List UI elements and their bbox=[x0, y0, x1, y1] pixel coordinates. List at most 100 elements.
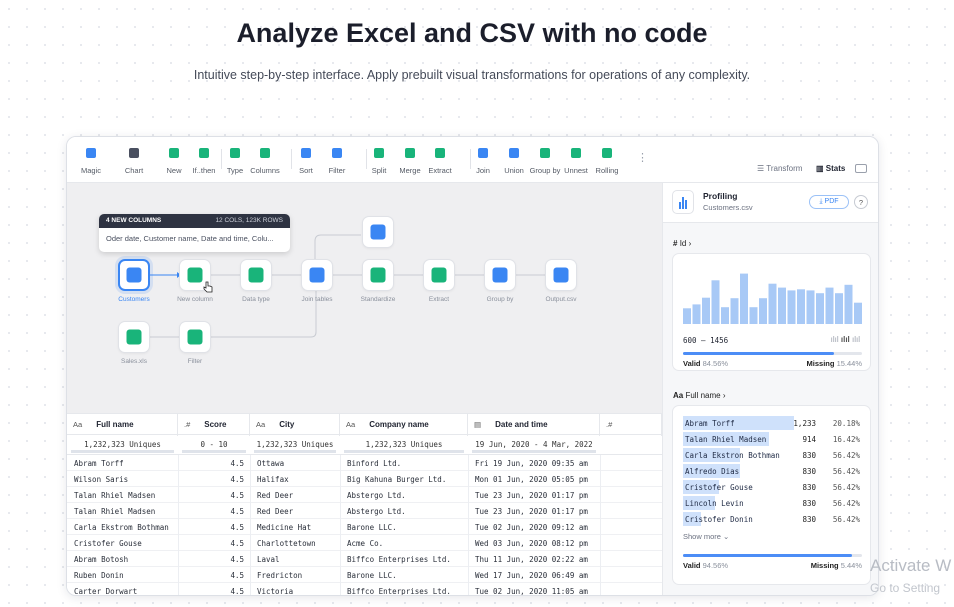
table-cell: 4.5 bbox=[230, 459, 244, 468]
tool-chart-button[interactable]: Chart bbox=[118, 146, 150, 175]
flow-node-data-type[interactable] bbox=[240, 259, 272, 291]
table-cell: Ottawa bbox=[257, 459, 285, 468]
column-header[interactable]: ▤ Date and time bbox=[468, 414, 600, 436]
tool-filter-button[interactable]: Filter bbox=[321, 146, 353, 175]
tool-join-button[interactable]: Join bbox=[467, 146, 499, 175]
value-frequency-row[interactable]: Abram Torff 1,233 20.18% bbox=[683, 416, 862, 430]
value-frequency-row[interactable]: Carla Ekstron Bothman 830 56.42% bbox=[683, 448, 862, 462]
tool-sort-button[interactable]: Sort bbox=[290, 146, 322, 175]
table-row[interactable]: Abram Torff 4.5 Ottawa Binford Ltd. Fri 19 J… bbox=[67, 455, 662, 471]
chart-type-icons[interactable]: ılıl ılıl ılıl bbox=[830, 335, 860, 344]
histogram-bar bbox=[778, 287, 786, 324]
tool-magic-button[interactable]: Magic bbox=[75, 146, 107, 175]
column-header[interactable]: Aa City bbox=[250, 414, 340, 436]
id-profile-card: 600 – 1456 ılıl ılıl ılıl Valid 84.56% M… bbox=[672, 253, 871, 371]
flow-node-output[interactable] bbox=[545, 259, 577, 291]
stats-tab[interactable]: ▥ Stats bbox=[816, 164, 846, 173]
value-frequency-row[interactable]: Alfredo Dias 830 56.42% bbox=[683, 464, 862, 478]
value-count: 830 bbox=[802, 499, 816, 508]
value-name: Alfredo Dias bbox=[685, 467, 740, 476]
column-summary: 19 Jun, 2020 - 4 Mar, 2022 bbox=[475, 440, 593, 449]
histogram-bar bbox=[749, 307, 758, 324]
id-valid-bar bbox=[683, 352, 862, 355]
table-row[interactable]: Talan Rhiel Madsen 4.5 Red Deer Abstergo Lt… bbox=[67, 503, 662, 519]
table-row[interactable]: Talan Rhiel Madsen 4.5 Red Deer Abstergo Lt… bbox=[67, 487, 662, 503]
value-frequency-row[interactable]: Talan Rhiel Madsen 914 16.42% bbox=[683, 432, 862, 446]
table-row[interactable]: Carla Ekstrom Bothman 4.5 Medicine Hat Baro… bbox=[67, 519, 662, 535]
column-header[interactable]: .# bbox=[600, 414, 662, 436]
flow-node-join-tables[interactable] bbox=[301, 259, 333, 291]
tool-unnest-button[interactable]: Unnest bbox=[560, 146, 592, 175]
name-profile-card: Abram Torff 1,233 20.18% Talan Rhiel Madsen… bbox=[672, 405, 871, 585]
column-header[interactable]: .# Score bbox=[178, 414, 250, 436]
id-section-title[interactable]: # Id › bbox=[673, 239, 692, 248]
table-cell: Binford Ltd. bbox=[347, 459, 402, 468]
tool-split-button[interactable]: Split bbox=[363, 146, 395, 175]
value-percent: 16.42% bbox=[832, 435, 860, 444]
tool-columns-button[interactable]: Columns bbox=[249, 146, 281, 175]
flow-connectors bbox=[150, 234, 545, 338]
id-range: 600 – 1456 bbox=[683, 336, 729, 345]
histogram-bar bbox=[844, 284, 853, 324]
column-summary: 1,232,323 Uniques bbox=[84, 440, 161, 449]
tool-ifthen-button[interactable]: If..then bbox=[188, 146, 220, 175]
column-type: Aa bbox=[346, 420, 356, 429]
help-button[interactable]: ? bbox=[854, 195, 868, 209]
table-cell: Talan Rhiel Madsen bbox=[74, 507, 156, 516]
column-distribution-bar bbox=[71, 450, 174, 453]
flow-node-standardize[interactable] bbox=[362, 259, 394, 291]
value-frequency-row[interactable]: Cristofer Donin 830 56.42% bbox=[683, 512, 862, 526]
app-window: Magic Chart New If..then Type Columns Sort Filt… bbox=[66, 136, 879, 596]
flow-node-extract[interactable] bbox=[423, 259, 455, 291]
flow-node-sales[interactable] bbox=[118, 321, 150, 353]
table-row[interactable]: Carter Dorwart 4.5 Victoria Biffco Enterpri… bbox=[67, 583, 662, 595]
table-row[interactable]: Cristofer Gouse 4.5 Charlottetown Acme Co. W… bbox=[67, 535, 662, 551]
tool-groupby-button[interactable]: Group by bbox=[529, 146, 561, 175]
table-cell: Ruben Donin bbox=[74, 571, 124, 580]
group-by-icon bbox=[529, 146, 561, 162]
flow-node-filter[interactable] bbox=[179, 321, 211, 353]
table-cell: 4.5 bbox=[230, 539, 244, 548]
activation-watermark-sub: Go to Setting bbox=[870, 581, 941, 595]
table-row[interactable]: Wilson Saris 4.5 Halifax Big Kahuna Burger … bbox=[67, 471, 662, 487]
pdf-button[interactable]: ⤓ PDF bbox=[809, 195, 849, 209]
table-cell: Acme Co. bbox=[347, 539, 384, 548]
flow-node-label: New column bbox=[177, 296, 213, 303]
column-header[interactable]: Aa Full name bbox=[67, 414, 178, 436]
more-icon[interactable]: ⋮ bbox=[637, 152, 648, 164]
table-row[interactable]: Ruben Donin 4.5 Fredricton Barone LLC. Wed 1… bbox=[67, 567, 662, 583]
panel-toggle-icon[interactable] bbox=[855, 164, 867, 173]
tool-merge-button[interactable]: Merge bbox=[394, 146, 426, 175]
flow-node-customers[interactable] bbox=[118, 259, 150, 291]
flow-canvas[interactable]: Customers New column Data type Join tables S… bbox=[67, 183, 662, 413]
histogram-bar bbox=[759, 298, 767, 324]
value-frequency-row[interactable]: Cristofer Gouse 830 56.42% bbox=[683, 480, 862, 494]
column-header[interactable]: Aa Company name bbox=[340, 414, 468, 436]
tool-union-button[interactable]: Union bbox=[498, 146, 530, 175]
tool-rolling-button[interactable]: Rolling bbox=[591, 146, 623, 175]
flow-node-label: Filter bbox=[187, 358, 203, 365]
stats-panel: Profiling Customers.csv ⤓ PDF ? # Id › 6… bbox=[662, 183, 878, 595]
flow-node-branch-csv[interactable] bbox=[362, 216, 394, 248]
join-icon bbox=[467, 146, 499, 162]
histogram-bar bbox=[692, 304, 701, 324]
frequency-bar bbox=[683, 480, 719, 494]
table-cell: Fredricton bbox=[257, 571, 303, 580]
flow-node-group-by[interactable] bbox=[484, 259, 516, 291]
tool-extract-button[interactable]: Extract bbox=[424, 146, 456, 175]
show-more-link[interactable]: Show more ⌄ bbox=[683, 532, 730, 541]
tool-type-button[interactable]: Type bbox=[219, 146, 251, 175]
value-count: 830 bbox=[802, 515, 816, 524]
table-row[interactable]: Abram Botosh 4.5 Laval Biffco Enterprises L… bbox=[67, 551, 662, 567]
value-name: Cristofer Donin bbox=[685, 515, 753, 524]
histogram-bar bbox=[740, 273, 748, 324]
profiling-title: Profiling bbox=[703, 191, 738, 201]
tool-new-button[interactable]: New bbox=[158, 146, 190, 175]
histogram-bar bbox=[806, 290, 815, 324]
column-type: .# bbox=[184, 420, 191, 429]
transform-tab[interactable]: ☰ Transform bbox=[757, 164, 803, 173]
filter-icon bbox=[187, 329, 203, 345]
value-frequency-row[interactable]: Lincoln Levin 830 56.42% bbox=[683, 496, 862, 510]
name-section-title[interactable]: Aa Full name › bbox=[673, 391, 726, 400]
value-percent: 56.42% bbox=[832, 515, 860, 524]
